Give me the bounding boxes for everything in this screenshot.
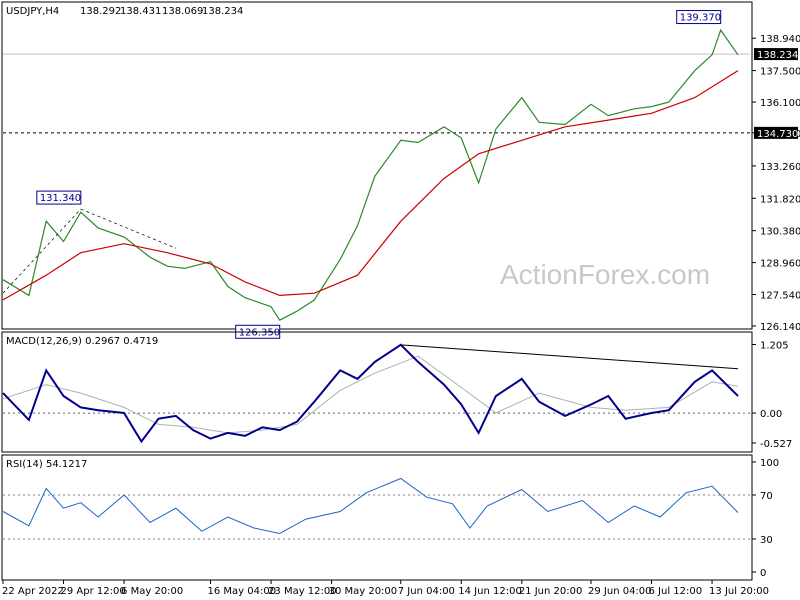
x-tick-label: 6 May 20:00 [121,586,183,597]
ohlc-low: 138.069 [162,6,203,17]
macd-y-tick-label: -0.527 [760,439,792,450]
current-price-label: 138.234 [757,50,798,61]
x-tick-label: 13 Jul 20:00 [709,586,769,597]
price-y-tick-label: 133.260 [760,162,800,173]
ohlc-open: 138.292 [80,6,121,17]
callout-label: 126.350 [239,327,280,338]
macd-main-line [2,343,739,444]
macd-panel-frame [1,331,753,453]
macd-title: MACD(12,26,9) 0.2967 0.4719 [6,336,158,347]
x-tick-label: 14 Jun 12:00 [458,586,522,597]
ohlc-close: 138.234 [202,6,243,17]
watermark: ActionForex.com [500,259,710,290]
price-series-line [2,28,739,321]
x-tick-label: 30 May 20:00 [329,586,398,597]
x-tick-label: 29 Jun 04:00 [588,586,652,597]
callout-label: 139.370 [680,13,721,24]
callout-box [36,190,82,205]
rsi-panel-frame [1,454,753,581]
price-y-tick-label: 136.100 [760,98,800,109]
rsi-y-tick-label: 100 [760,458,779,469]
callout-label: 131.340 [40,193,81,204]
rsi-y-tick-label: 70 [760,491,773,502]
trend-dashed-down [80,208,177,249]
callout-box [676,10,722,25]
price-y-tick-label: 138.940 [760,34,800,45]
price-y-tick-label: 131.820 [760,194,800,205]
price-title: USDJPY,H4 [6,6,59,17]
rsi-y-tick-label: 0 [760,568,766,579]
x-tick-label: 22 Apr 2022 [2,586,64,597]
x-tick-label: 21 Jun 20:00 [519,586,583,597]
x-tick-label: 16 May 04:00 [208,586,277,597]
macd-y-tick-label: 0.00 [760,409,782,420]
macd-trendline [400,344,739,370]
level-price-box [754,126,798,139]
price-y-tick-label: 137.500 [760,67,800,78]
macd-signal-line [2,355,739,434]
rsi-line [2,477,739,535]
trend-dashed-up [2,208,82,294]
level-price-label: 134.730 [757,129,798,140]
x-tick-label: 6 Jul 12:00 [649,586,703,597]
price-y-tick-label: 130.380 [760,227,800,238]
price-y-tick-label: 127.540 [760,291,800,302]
x-tick-label: 7 Jun 04:00 [398,586,455,597]
price-y-tick-label: 126.140 [760,322,800,333]
ohlc-high: 138.431 [120,6,161,17]
price-y-tick-label: 128.960 [760,259,800,270]
moving-average-line [2,70,739,301]
current-price-box [754,48,798,61]
rsi-title: RSI(14) 54.1217 [6,459,87,470]
rsi-y-tick-label: 30 [760,535,773,546]
price-panel: ActionForex.com USDJPY,H4 138.292 138.43… [1,1,800,339]
x-tick-label: 29 Apr 12:00 [61,586,126,597]
x-tick-label: 23 May 12:00 [268,586,337,597]
rsi-panel: RSI(14) 54.1217 100 70 30 0 [1,454,779,581]
macd-panel: MACD(12,26,9) 0.2967 0.4719 1.205 0.00 -0.… [1,331,792,453]
macd-y-tick-label: 1.205 [760,341,789,352]
